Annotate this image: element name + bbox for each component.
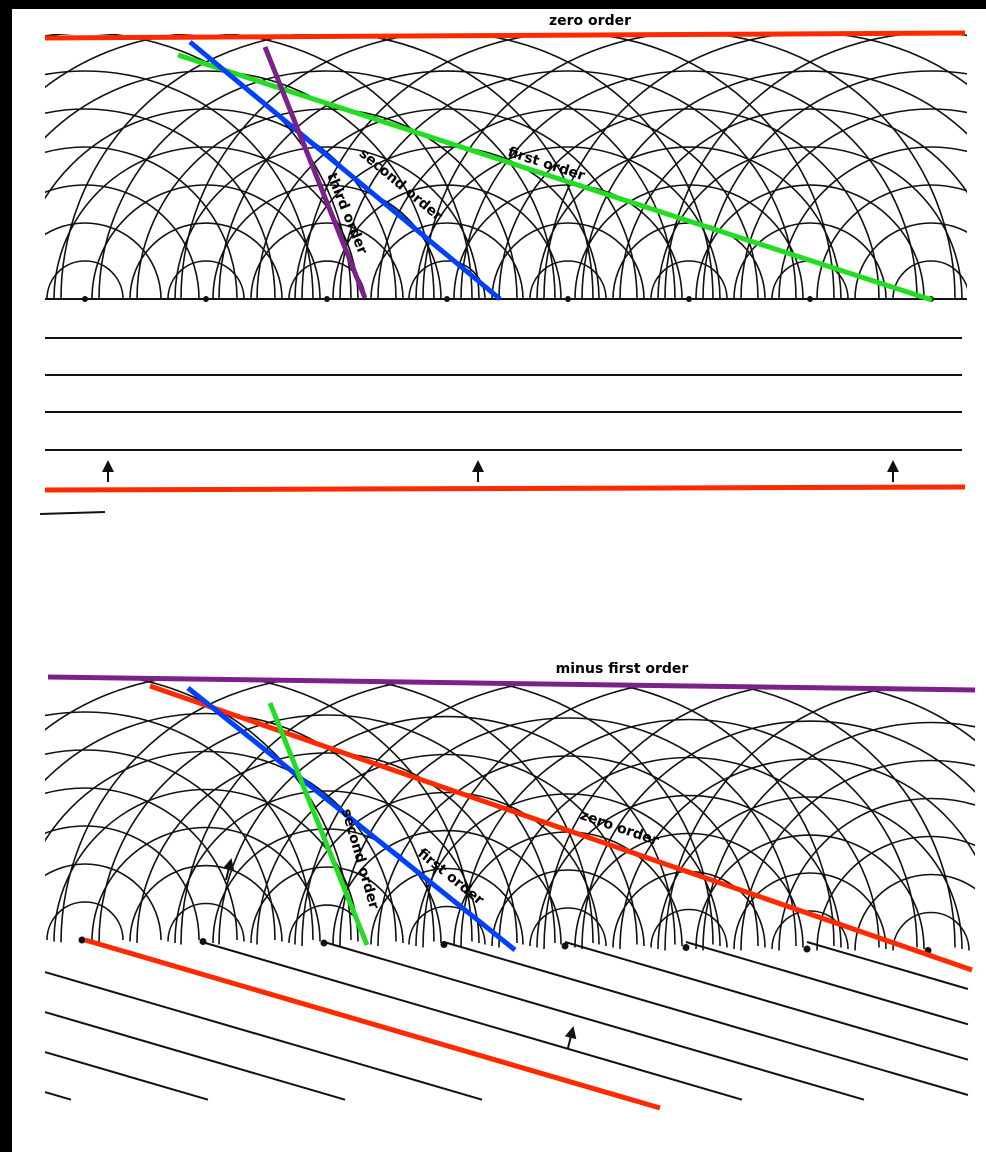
wavefront: [129, 222, 283, 300]
wavefront: [664, 34, 967, 300]
wavefront: [174, 146, 480, 300]
wavefront: [45, 750, 397, 942]
wavefront: [854, 222, 967, 300]
wavefront: [892, 260, 967, 300]
wavefront: [491, 869, 645, 947]
wave-line: [44, 1091, 72, 1101]
wavefront: [543, 34, 967, 300]
top-orders: [44, 30, 966, 493]
wavefront: [498, 756, 880, 948]
wave-line: [564, 941, 969, 1061]
wavefront: [740, 108, 967, 300]
wavefront: [60, 34, 594, 300]
wavefront: [740, 759, 975, 951]
wavefront: [167, 260, 245, 300]
wavefront: [460, 718, 918, 948]
wavefront: [702, 70, 967, 300]
bottom-incident-waves: [44, 858, 969, 1101]
wavefront: [778, 797, 975, 951]
wavefront: [45, 146, 238, 300]
source: [561, 942, 569, 950]
top-incident-waves: [39, 298, 967, 515]
wavefront: [45, 712, 435, 942]
wave-line: [685, 941, 969, 1026]
wavefront: [619, 108, 967, 300]
wave-line: [44, 1011, 346, 1101]
source: [78, 936, 86, 944]
wavefront: [180, 34, 714, 300]
arrow: [564, 1026, 577, 1049]
wavefront: [733, 222, 887, 300]
wavefront: [377, 108, 759, 300]
page: [12, 9, 986, 1152]
wavefront: [45, 678, 352, 941]
wavefront: [46, 901, 124, 941]
wavefront: [167, 902, 245, 942]
wavefront: [650, 260, 728, 300]
wavefront: [46, 260, 124, 300]
wavefront: [45, 678, 473, 942]
wavefront: [45, 711, 314, 941]
top-wavefronts: [45, 34, 967, 300]
wavefront: [45, 108, 276, 300]
wavefront: [45, 863, 162, 941]
wavefront: [256, 753, 638, 945]
wavefront: [98, 714, 556, 944]
source: [803, 945, 811, 953]
wavefront: [816, 184, 967, 300]
wavefront: [136, 752, 518, 944]
wave-line: [44, 1051, 209, 1101]
wave-line: [323, 941, 865, 1101]
wavefront: [498, 108, 880, 300]
source: [682, 944, 690, 951]
bottom-orders: [47, 674, 976, 1111]
bottom-wavefronts: [45, 678, 975, 951]
wavefront: [529, 907, 607, 947]
wavefront: [129, 864, 283, 942]
wavefront: [408, 905, 486, 945]
wavefront: [733, 872, 887, 950]
label: zero order: [549, 13, 631, 29]
arrow: [222, 858, 235, 881]
wavefront: [45, 787, 238, 941]
wavefront: [854, 873, 975, 951]
wavefront: [256, 108, 638, 300]
wavefront: [619, 758, 975, 950]
wavefront: [778, 146, 967, 300]
wavefront: [60, 678, 594, 944]
wavefront: [370, 222, 524, 300]
wavefront: [529, 260, 607, 300]
wavefront: [370, 867, 524, 945]
wave-line: [201, 941, 743, 1101]
wavefront: [816, 835, 975, 951]
wavefront: [650, 908, 728, 948]
wavefront: [339, 717, 797, 947]
wavefront: [174, 790, 480, 944]
label: minus first order: [556, 661, 689, 677]
wavefront: [45, 34, 352, 300]
wavefront: [45, 222, 162, 300]
wavefront: [45, 749, 276, 941]
wave-line: [44, 971, 483, 1101]
wave-line: [443, 941, 969, 1096]
wavefront: [771, 910, 849, 950]
wavefront: [702, 721, 975, 951]
wavefront: [218, 715, 676, 945]
wavefront: [250, 222, 404, 300]
wavefront: [45, 34, 473, 300]
wavefront: [491, 222, 645, 300]
wavefront: [892, 911, 970, 951]
wavefront: [422, 34, 956, 300]
wavefront: [301, 34, 835, 300]
wavefront: [250, 866, 404, 944]
wave-line: [806, 941, 969, 990]
